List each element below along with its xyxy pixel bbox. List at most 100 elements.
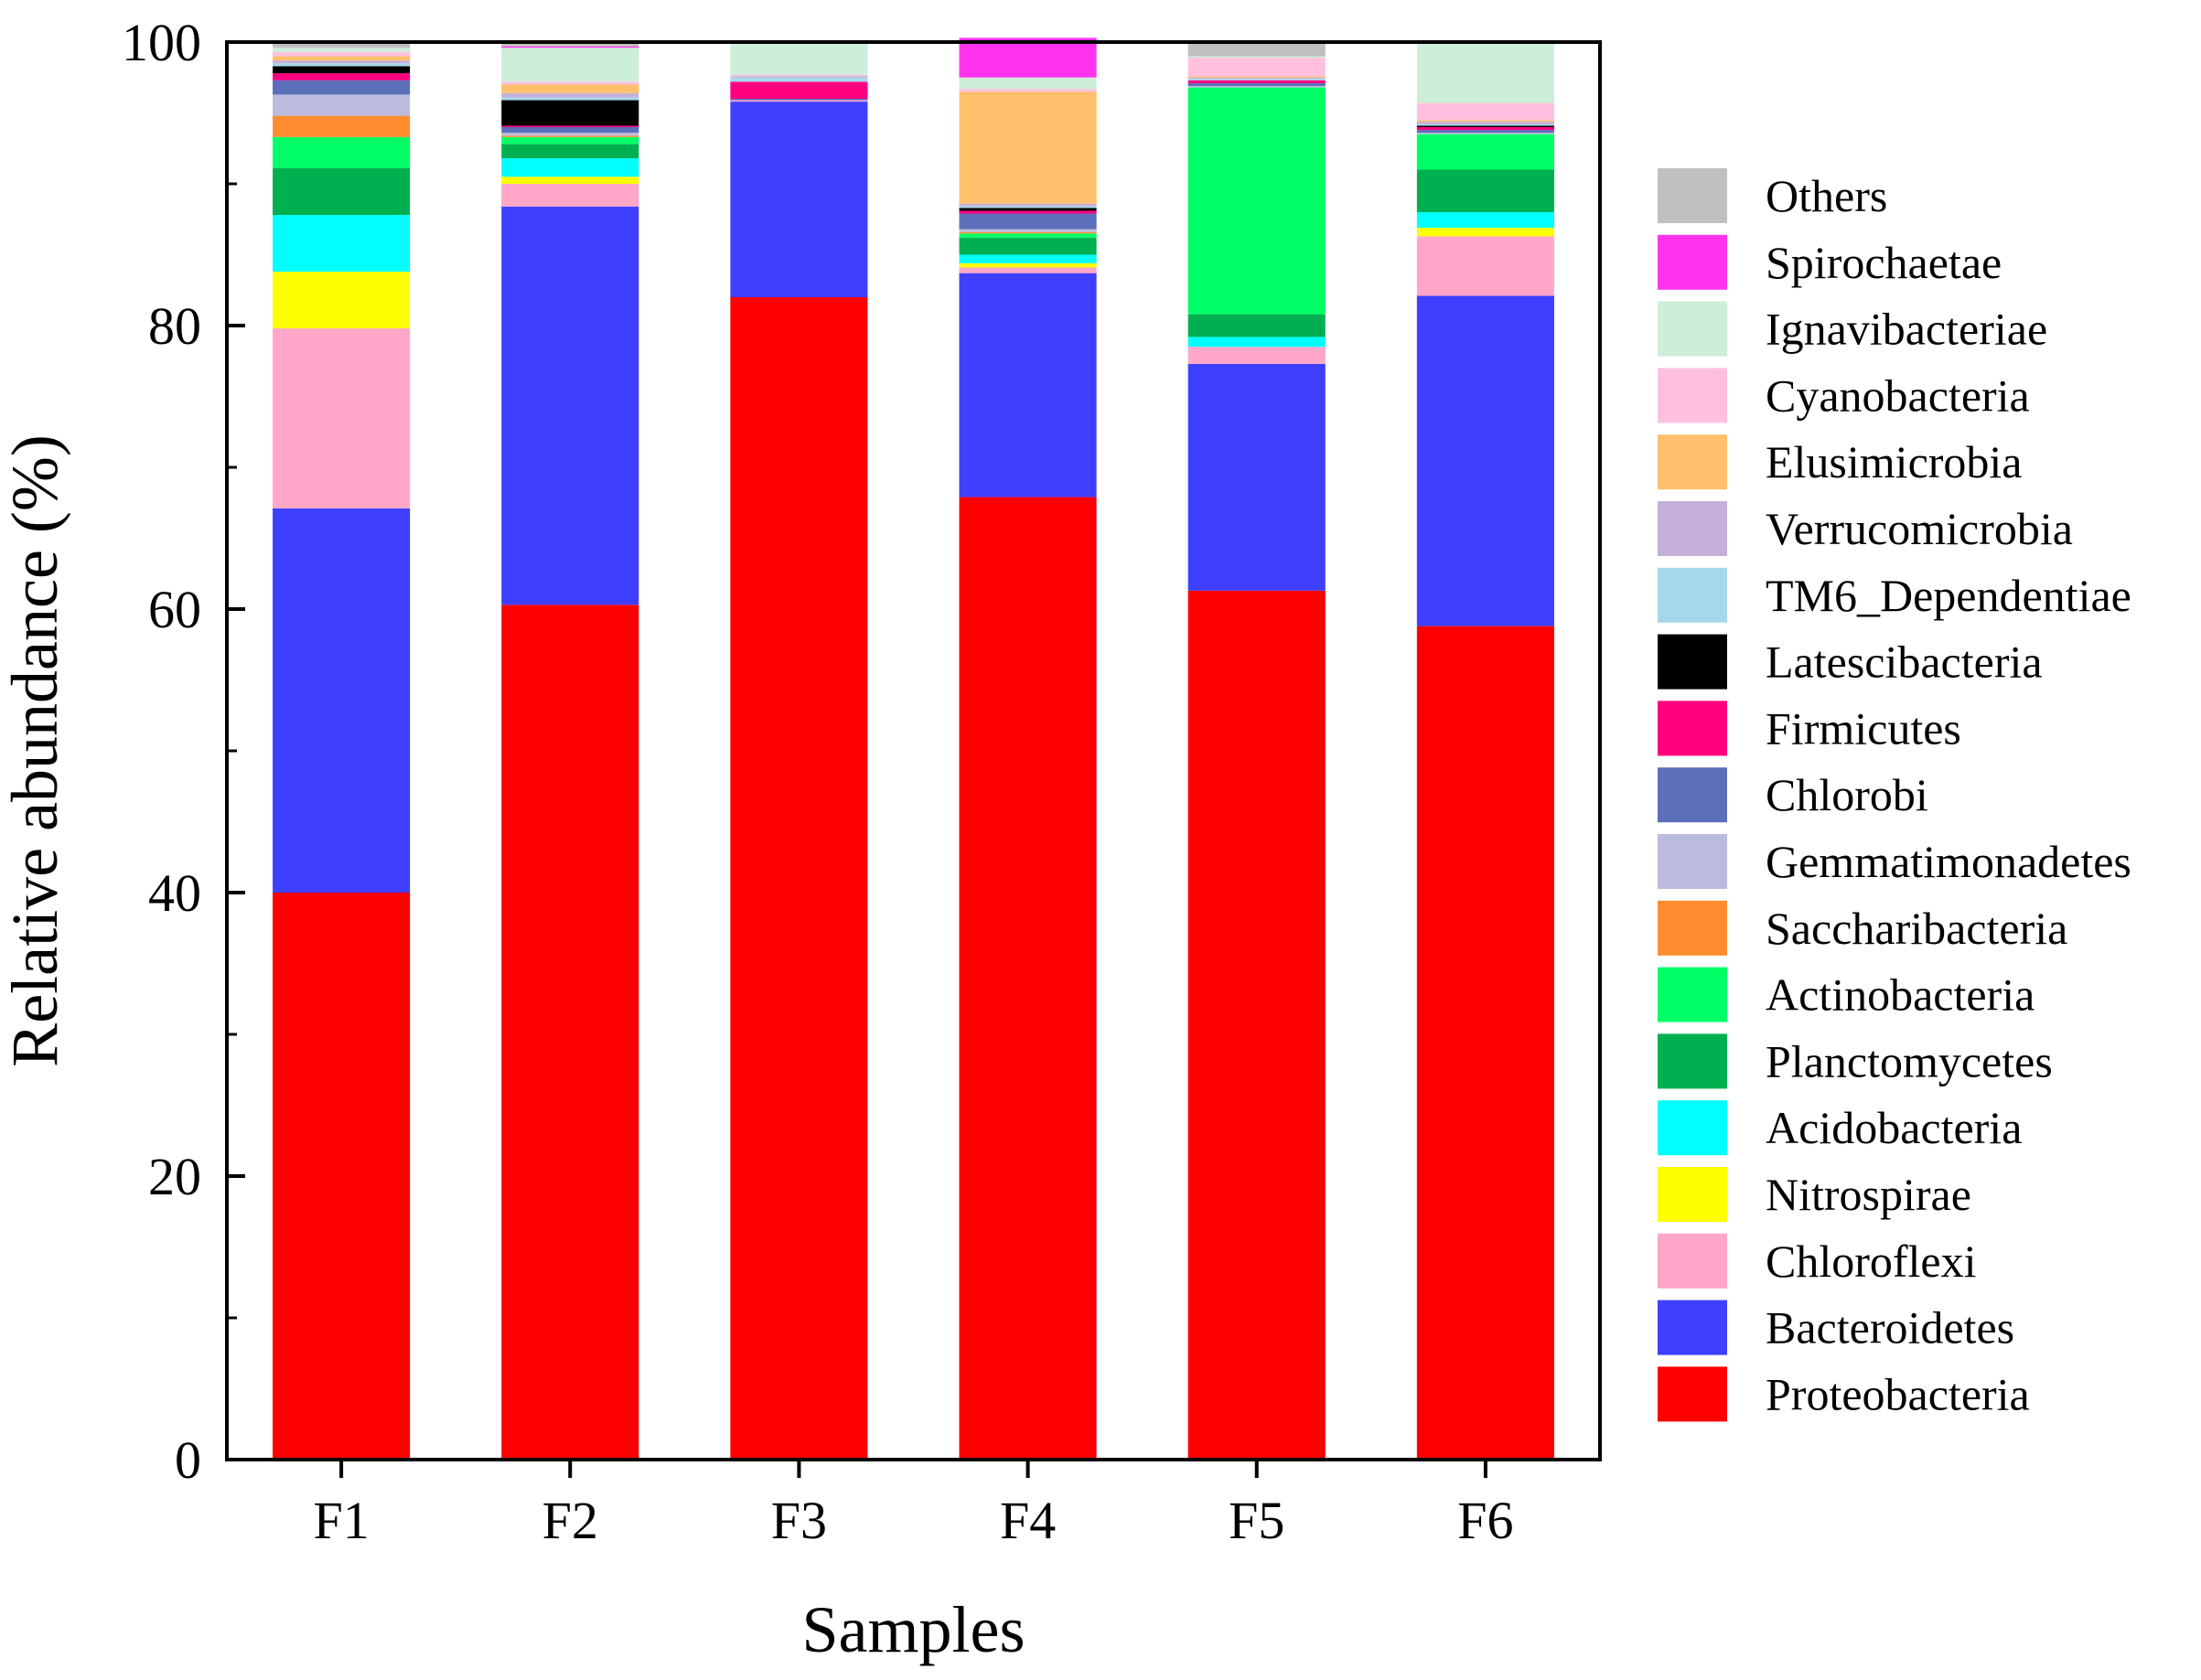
y-tick-label: 60 xyxy=(148,580,201,639)
bar-segment-f6-verrucomicrobia xyxy=(1416,121,1554,124)
bar-segment-f1-bacteroidetes xyxy=(273,508,411,893)
bar-segment-f2-ignavibacteriae xyxy=(501,48,639,82)
bar-segment-f5-gemmatimonadetes xyxy=(1187,86,1326,88)
x-axis: F1 F2 F3 F4 F5 F6 xyxy=(313,1460,1514,1550)
bar-segment-f1-gemmatimonadetes xyxy=(273,94,411,116)
bar-segment-f1-elusimicrobia xyxy=(273,56,411,61)
bar-segment-f6-bacteroidetes xyxy=(1416,295,1554,626)
bar-segment-f4-actinobacteria xyxy=(959,233,1097,238)
legend-label-tm6-dependentiae: TM6_Dependentiae xyxy=(1766,570,2131,621)
bar-segment-f2-planctomycetes xyxy=(501,144,639,159)
bar-segment-f2-chlorobi xyxy=(501,127,639,134)
bar-segment-f4-latescibacteria xyxy=(959,208,1097,211)
bar-segment-f6-planctomycetes xyxy=(1416,169,1554,212)
legend-label-chlorobi: Chlorobi xyxy=(1766,769,1928,820)
bar-segment-f1-verrucomicrobia xyxy=(273,60,411,64)
legend: Others Spirochaetae Ignavibacteriae Cyanoba… xyxy=(1658,168,2131,1422)
bar-segment-f2-bacteroidetes xyxy=(501,206,639,605)
bar-segment-f6-nitrospirae xyxy=(1416,228,1554,237)
bar-segment-f6-latescibacteria xyxy=(1416,125,1554,127)
bar-segment-f5-ignavibacteriae xyxy=(1187,56,1326,59)
bar-segment-f4-spirochaetae xyxy=(959,37,1097,78)
bar-segment-f6-chloroflexi xyxy=(1416,236,1554,296)
legend-swatch-bacteroidetes xyxy=(1658,1300,1727,1355)
bar-segment-f5-acidobacteria xyxy=(1187,337,1326,348)
legend-swatch-nitrospirae xyxy=(1658,1167,1727,1222)
bar-segment-f3-chloroflexi xyxy=(730,100,868,102)
bar-segment-f1-acidobacteria xyxy=(273,215,411,273)
y-tick-label: 100 xyxy=(122,13,201,72)
x-tick-label-f5: F5 xyxy=(1229,1491,1284,1550)
bar-segment-f5-tm6-dependentiae xyxy=(1187,79,1326,80)
bar-segment-f1-latescibacteria xyxy=(273,66,411,74)
bar-segment-f2-acidobacteria xyxy=(501,158,639,177)
legend-label-gemmatimonadetes: Gemmatimonadetes xyxy=(1766,836,2131,887)
legend-label-elusimicrobia: Elusimicrobia xyxy=(1766,436,2023,487)
bar-segment-f1-saccharibacteria xyxy=(273,115,411,137)
bar-segment-f5-cyanobacteria xyxy=(1187,58,1326,77)
bar-segment-f6-proteobacteria xyxy=(1416,626,1554,1460)
legend-swatch-cyanobacteria xyxy=(1658,368,1727,423)
legend-label-latescibacteria: Latescibacteria xyxy=(1766,637,2043,688)
bar-segment-f6-ignavibacteriae xyxy=(1416,43,1554,103)
bar-segment-f1-proteobacteria xyxy=(273,893,411,1460)
legend-label-bacteroidetes: Bacteroidetes xyxy=(1766,1302,2014,1354)
legend-swatch-acidobacteria xyxy=(1658,1100,1727,1156)
bar-segment-f3-ignavibacteriae xyxy=(730,42,868,75)
legend-swatch-proteobacteria xyxy=(1658,1366,1727,1422)
bar-segment-f3-proteobacteria xyxy=(730,297,868,1460)
legend-swatch-spirochaetae xyxy=(1658,234,1727,290)
y-axis-title: Relative abundance (%) xyxy=(0,434,71,1067)
legend-label-planctomycetes: Planctomycetes xyxy=(1766,1035,2053,1086)
bar-segment-f1-planctomycetes xyxy=(273,167,411,216)
bar-segment-f3-bacteroidetes xyxy=(730,102,868,297)
bar-segment-f2-nitrospirae xyxy=(501,177,639,184)
legend-swatch-verrucomicrobia xyxy=(1658,501,1727,556)
bar-segment-f1-chloroflexi xyxy=(273,328,411,508)
bar-segment-f1-nitrospirae xyxy=(273,272,411,329)
y-tick-label: 20 xyxy=(148,1147,201,1206)
legend-label-firmicutes: Firmicutes xyxy=(1766,702,1961,754)
bar-segment-f2-actinobacteria xyxy=(501,136,639,144)
bar-segment-f2-proteobacteria xyxy=(501,605,639,1460)
bar-segment-f4-elusimicrobia xyxy=(959,91,1097,204)
bar-segment-f1-firmicutes xyxy=(273,73,411,80)
x-tick-label-f3: F3 xyxy=(771,1491,827,1550)
x-tick-label-f4: F4 xyxy=(1000,1491,1056,1550)
bar-segment-f4-tm6-dependentiae xyxy=(959,206,1097,209)
bar-segment-f3-tm6-dependentiae xyxy=(730,77,868,82)
bar-segment-f4-gemmatimonadetes xyxy=(959,229,1097,232)
bar-segment-f2-elusimicrobia xyxy=(501,84,639,93)
bar-segment-f3-chlorobi xyxy=(730,99,868,101)
bar-segment-f1-cyanobacteria xyxy=(273,51,411,57)
bar-segment-f2-tm6-dependentiae xyxy=(501,97,639,101)
bar-segment-f6-cyanobacteria xyxy=(1416,102,1554,121)
bar-segment-f2-gemmatimonadetes xyxy=(501,133,639,136)
legend-label-acidobacteria: Acidobacteria xyxy=(1766,1102,2022,1153)
bar-segment-f4-verrucomicrobia xyxy=(959,203,1097,207)
legend-label-proteobacteria: Proteobacteria xyxy=(1766,1368,2030,1419)
y-tick-label: 40 xyxy=(148,863,201,923)
bar-segment-f6-tm6-dependentiae xyxy=(1416,123,1554,126)
bar-segment-f1-tm6-dependentiae xyxy=(273,63,411,67)
bar-segment-f2-spirochaetae xyxy=(501,46,639,48)
legend-label-spirochaetae: Spirochaetae xyxy=(1766,237,2002,288)
x-tick-label-f1: F1 xyxy=(313,1491,369,1550)
bar-segment-f4-nitrospirae xyxy=(959,262,1097,268)
bar-segment-f5-verrucomicrobia xyxy=(1187,77,1326,80)
legend-label-actinobacteria: Actinobacteria xyxy=(1766,969,2035,1021)
bar-segment-f1-chlorobi xyxy=(273,80,411,95)
legend-swatch-tm6-dependentiae xyxy=(1658,567,1727,623)
bar-segment-f6-acidobacteria xyxy=(1416,212,1554,229)
legend-label-verrucomicrobia: Verrucomicrobia xyxy=(1766,503,2073,554)
bar-segment-f6-gemmatimonadetes xyxy=(1416,133,1554,134)
bar-segment-f2-chloroflexi xyxy=(501,184,639,207)
x-axis-title: Samples xyxy=(802,1593,1025,1666)
legend-swatch-saccharibacteria xyxy=(1658,900,1727,956)
bar-segment-f4-chlorobi xyxy=(959,213,1097,230)
bar-segment-f6-firmicutes xyxy=(1416,127,1554,131)
bar-segment-f6-elusimicrobia xyxy=(1416,120,1554,122)
bar-segment-f2-verrucomicrobia xyxy=(501,92,639,98)
bar-segment-f1-actinobacteria xyxy=(273,136,411,168)
